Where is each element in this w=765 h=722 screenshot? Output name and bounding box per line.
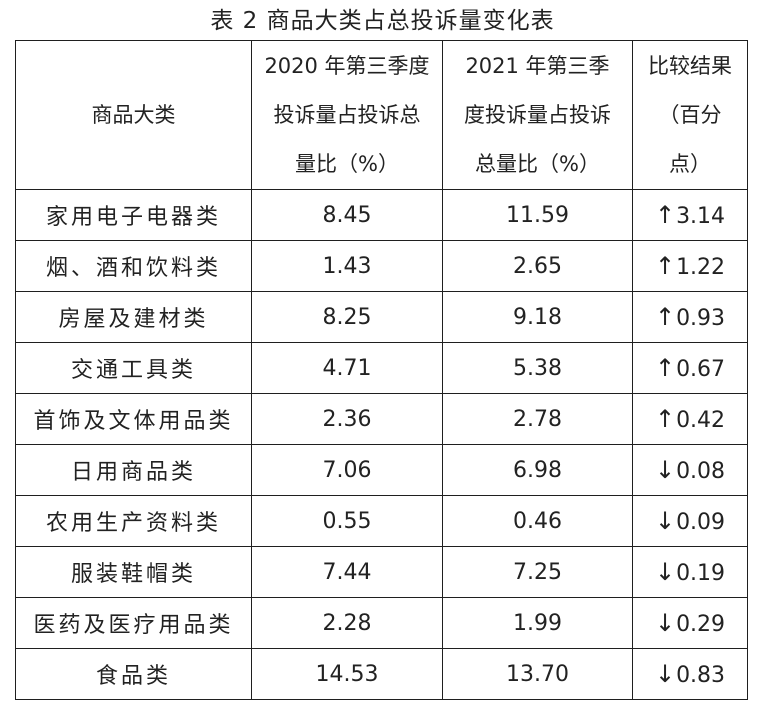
down-arrow-icon: ↓ [654,609,676,637]
header-2020-line-1: 2020 年第三季度 [264,53,430,78]
value-2020-cell: 0.55 [251,495,443,547]
up-arrow-icon: ↑ [654,303,676,331]
header-2021-line-1: 2021 年第三季 [465,53,610,78]
value-2021-cell: 2.65 [442,240,633,292]
change-cell: ↓0.29 [632,597,748,649]
value-2020-cell: 7.06 [251,444,443,496]
header-2021-line-3: 总量比（%） [475,151,600,176]
header-category: 商品大类 [15,40,252,190]
complaint-share-table: 商品大类 2020 年第三季度 投诉量占投诉总 量比（%） 2021 年第三季 … [15,40,748,700]
down-arrow-icon: ↓ [654,558,676,586]
header-row: 商品大类 2020 年第三季度 投诉量占投诉总 量比（%） 2021 年第三季 … [15,40,748,190]
change-cell: ↓0.83 [632,648,748,700]
change-cell: ↑0.67 [632,342,748,394]
value-2021-cell: 1.99 [442,597,633,649]
value-2020-cell: 8.45 [251,189,443,241]
value-2021-cell: 7.25 [442,546,633,598]
value-2020-cell: 2.28 [251,597,443,649]
table-row: 食品类 14.53 13.70 ↓0.83 [15,648,748,700]
header-2021: 2021 年第三季 度投诉量占投诉 总量比（%） [442,40,633,190]
down-arrow-icon: ↓ [654,660,676,688]
value-2021-cell: 13.70 [442,648,633,700]
change-value: 0.83 [676,663,726,688]
change-value: 0.09 [676,510,726,535]
up-arrow-icon: ↑ [654,354,676,382]
change-cell: ↑1.22 [632,240,748,292]
value-2021-cell: 9.18 [442,291,633,343]
category-cell: 家用电子电器类 [15,189,252,241]
value-2021-cell: 5.38 [442,342,633,394]
up-arrow-icon: ↑ [654,252,676,280]
table-row: 首饰及文体用品类 2.36 2.78 ↑0.42 [15,393,748,445]
change-value: 3.14 [676,204,726,229]
table-title: 表 2 商品大类占总投诉量变化表 [210,8,555,34]
down-arrow-icon: ↓ [654,507,676,535]
change-value: 0.08 [676,459,726,484]
value-2020-cell: 1.43 [251,240,443,292]
table-row: 日用商品类 7.06 6.98 ↓0.08 [15,444,748,496]
change-value: 1.22 [676,255,726,280]
down-arrow-icon: ↓ [654,456,676,484]
table-row: 家用电子电器类 8.45 11.59 ↑3.14 [15,189,748,241]
change-cell: ↓0.08 [632,444,748,496]
header-2020-line-3: 量比（%） [295,151,399,176]
header-2020: 2020 年第三季度 投诉量占投诉总 量比（%） [251,40,443,190]
header-2020-line-2: 投诉量占投诉总 [273,102,421,127]
change-value: 0.93 [676,306,726,331]
value-2020-cell: 7.44 [251,546,443,598]
header-category-label: 商品大类 [91,102,176,127]
value-2021-cell: 0.46 [442,495,633,547]
table-row: 服装鞋帽类 7.44 7.25 ↓0.19 [15,546,748,598]
up-arrow-icon: ↑ [654,201,676,229]
change-value: 0.42 [676,408,726,433]
value-2021-cell: 2.78 [442,393,633,445]
category-cell: 首饰及文体用品类 [15,393,252,445]
table-row: 房屋及建材类 8.25 9.18 ↑0.93 [15,291,748,343]
value-2020-cell: 2.36 [251,393,443,445]
change-cell: ↓0.19 [632,546,748,598]
table-row: 烟、酒和饮料类 1.43 2.65 ↑1.22 [15,240,748,292]
change-value: 0.29 [676,612,726,637]
header-change-line-2: （百分 [658,102,722,127]
category-cell: 食品类 [15,648,252,700]
category-cell: 服装鞋帽类 [15,546,252,598]
value-2020-cell: 14.53 [251,648,443,700]
change-value: 0.19 [676,561,726,586]
table-row: 交通工具类 4.71 5.38 ↑0.67 [15,342,748,394]
value-2021-cell: 11.59 [442,189,633,241]
change-cell: ↑3.14 [632,189,748,241]
change-cell: ↓0.09 [632,495,748,547]
category-cell: 房屋及建材类 [15,291,252,343]
category-cell: 交通工具类 [15,342,252,394]
value-2020-cell: 8.25 [251,291,443,343]
table-row: 医药及医疗用品类 2.28 1.99 ↓0.29 [15,597,748,649]
category-cell: 烟、酒和饮料类 [15,240,252,292]
change-cell: ↑0.93 [632,291,748,343]
value-2021-cell: 6.98 [442,444,633,496]
value-2020-cell: 4.71 [251,342,443,394]
category-cell: 农用生产资料类 [15,495,252,547]
header-change-line-3: 点） [669,151,711,176]
change-value: 0.67 [676,357,726,382]
header-change: 比较结果 （百分 点） [632,40,748,190]
category-cell: 日用商品类 [15,444,252,496]
header-change-line-1: 比较结果 [648,53,732,78]
category-cell: 医药及医疗用品类 [15,597,252,649]
header-2021-line-2: 度投诉量占投诉 [464,102,611,127]
up-arrow-icon: ↑ [654,405,676,433]
change-cell: ↑0.42 [632,393,748,445]
table-row: 农用生产资料类 0.55 0.46 ↓0.09 [15,495,748,547]
